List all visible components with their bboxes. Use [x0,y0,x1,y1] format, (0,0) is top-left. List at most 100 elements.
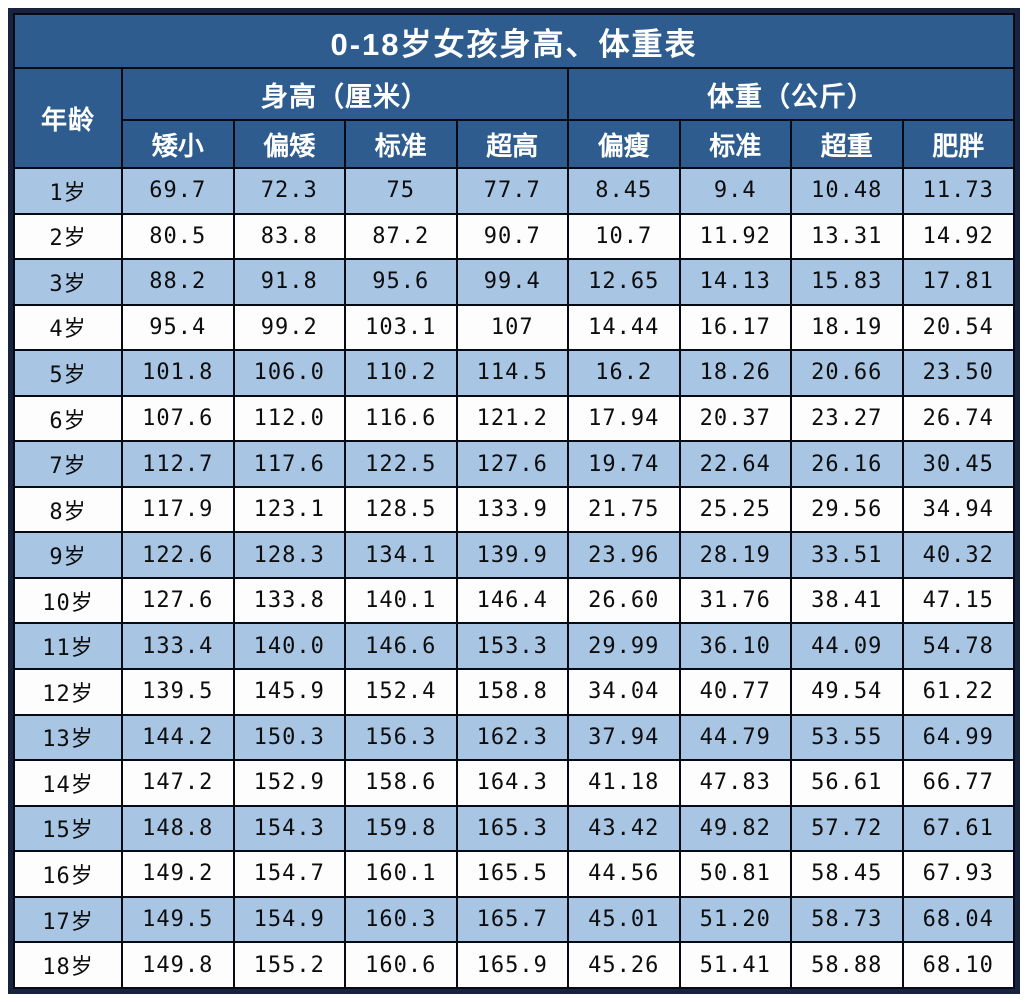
value-cell: 47.15 [901,576,1015,625]
value-cell: 149.5 [121,895,235,944]
value-cell: 165.3 [455,804,569,853]
value-cell: 17.81 [901,258,1015,306]
value-cell: 133.8 [232,576,346,625]
value-cell: 58.73 [790,895,904,944]
table-row: 10岁 127.6 133.8 140.1 146.4 26.60 31.76 38.41 47… [13,576,1015,625]
age-cell: 9岁 [13,531,123,579]
value-cell: 43.42 [567,804,681,853]
value-cell: 36.10 [678,622,792,671]
value-cell: 23.96 [567,531,681,579]
age-cell: 16岁 [13,850,123,898]
value-cell: 26.74 [901,394,1015,443]
value-cell: 91.8 [232,258,346,306]
value-cell: 127.6 [121,576,235,625]
value-cell: 107.6 [121,394,235,443]
value-cell: 40.77 [678,668,792,716]
value-cell: 49.54 [790,668,904,716]
value-cell: 95.4 [121,303,235,352]
value-cell: 45.26 [567,941,681,989]
table-header: 0-18岁女孩身高、体重表 年龄 身高（厘米） 体重（公斤） 矮小 偏矮 标准 … [13,13,1015,169]
age-cell: 14岁 [13,759,123,807]
age-cell: 3岁 [13,258,123,306]
value-cell: 77.7 [455,167,569,215]
value-cell: 58.88 [790,941,904,989]
value-cell: 20.66 [790,349,904,397]
value-cell: 53.55 [790,713,904,762]
value-cell: 37.94 [567,713,681,762]
value-cell: 146.4 [455,576,569,625]
value-cell: 160.3 [344,895,458,944]
table-body: 1岁 69.7 72.3 75 77.7 8.45 9.4 10.48 11.73 2岁 80.5 8… [13,167,1015,989]
value-cell: 20.54 [901,303,1015,352]
value-cell: 26.60 [567,576,681,625]
value-cell: 10.7 [567,212,681,261]
age-cell: 2岁 [13,212,123,261]
value-cell: 14.13 [678,258,792,306]
value-cell: 134.1 [344,531,458,579]
value-cell: 66.77 [901,759,1015,807]
table-row: 8岁 117.9 123.1 128.5 133.9 21.75 25.25 29.56 34.… [13,485,1015,534]
value-cell: 64.99 [901,713,1015,762]
value-cell: 99.4 [455,258,569,306]
value-cell: 155.2 [232,941,346,989]
page-title: 0-18岁女孩身高、体重表 [13,13,1015,69]
value-cell: 88.2 [121,258,235,306]
growth-table: 0-18岁女孩身高、体重表 年龄 身高（厘米） 体重（公斤） 矮小 偏矮 标准 … [13,13,1015,989]
value-cell: 159.8 [344,804,458,853]
value-cell: 51.20 [678,895,792,944]
table-row: 3岁 88.2 91.8 95.6 99.4 12.65 14.13 15.83 17.81 [13,258,1015,306]
col-header-height-standard: 标准 [344,119,458,169]
value-cell: 61.22 [901,668,1015,716]
value-cell: 162.3 [455,713,569,762]
value-cell: 33.51 [790,531,904,579]
value-cell: 20.37 [678,394,792,443]
value-cell: 117.9 [121,485,235,534]
table-row: 13岁 144.2 150.3 156.3 162.3 37.94 44.79 53.55 64… [13,713,1015,762]
table-row: 18岁 149.8 155.2 160.6 165.9 45.26 51.41 58.88 68… [13,941,1015,989]
value-cell: 116.6 [344,394,458,443]
value-cell: 47.83 [678,759,792,807]
value-cell: 29.56 [790,485,904,534]
value-cell: 54.78 [901,622,1015,671]
value-cell: 22.64 [678,440,792,488]
value-cell: 140.1 [344,576,458,625]
value-cell: 156.3 [344,713,458,762]
value-cell: 45.01 [567,895,681,944]
table-row: 14岁 147.2 152.9 158.6 164.3 41.18 47.83 56.61 66… [13,759,1015,807]
table-row: 9岁 122.6 128.3 134.1 139.9 23.96 28.19 33.51 40.… [13,531,1015,579]
value-cell: 40.32 [901,531,1015,579]
value-cell: 106.0 [232,349,346,397]
value-cell: 133.9 [455,485,569,534]
value-cell: 103.1 [344,303,458,352]
value-cell: 112.0 [232,394,346,443]
value-cell: 149.8 [121,941,235,989]
value-cell: 144.2 [121,713,235,762]
table-row: 17岁 149.5 154.9 160.3 165.7 45.01 51.20 58.73 68… [13,895,1015,944]
value-cell: 72.3 [232,167,346,215]
value-cell: 9.4 [678,167,792,215]
value-cell: 44.56 [567,850,681,898]
value-cell: 34.94 [901,485,1015,534]
value-cell: 15.83 [790,258,904,306]
value-cell: 150.3 [232,713,346,762]
value-cell: 128.3 [232,531,346,579]
col-header-weight-thin: 偏瘦 [567,119,681,169]
value-cell: 49.82 [678,804,792,853]
value-cell: 30.45 [901,440,1015,488]
value-cell: 21.75 [567,485,681,534]
table-row: 12岁 139.5 145.9 152.4 158.8 34.04 40.77 49.54 61… [13,668,1015,716]
value-cell: 50.81 [678,850,792,898]
value-cell: 18.19 [790,303,904,352]
col-header-height-below: 偏矮 [232,119,346,169]
col-header-weight-overweight: 超重 [790,119,904,169]
value-cell: 110.2 [344,349,458,397]
value-cell: 26.16 [790,440,904,488]
age-cell: 11岁 [13,622,123,671]
table-row: 1岁 69.7 72.3 75 77.7 8.45 9.4 10.48 11.73 [13,167,1015,215]
col-header-weight-obese: 肥胖 [901,119,1015,169]
value-cell: 58.45 [790,850,904,898]
title-row: 0-18岁女孩身高、体重表 [13,13,1015,69]
age-cell: 6岁 [13,394,123,443]
age-cell: 12岁 [13,668,123,716]
value-cell: 14.92 [901,212,1015,261]
